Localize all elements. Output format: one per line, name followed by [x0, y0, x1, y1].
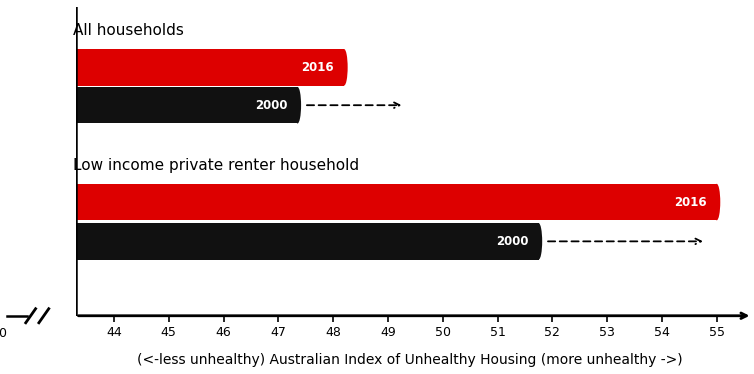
- Ellipse shape: [341, 49, 348, 86]
- Bar: [75, 49, 344, 86]
- Text: 2000: 2000: [255, 99, 288, 112]
- Ellipse shape: [713, 184, 720, 220]
- X-axis label: (<-less unhealthy) Australian Index of Unhealthy Housing (more unhealthy ->): (<-less unhealthy) Australian Index of U…: [137, 353, 682, 367]
- Bar: [75, 184, 717, 220]
- Text: Low income private renter household: Low income private renter household: [73, 157, 359, 172]
- Ellipse shape: [72, 49, 79, 86]
- Text: All households: All households: [73, 23, 184, 38]
- Ellipse shape: [294, 87, 301, 123]
- Ellipse shape: [535, 223, 542, 260]
- Text: 2016: 2016: [302, 61, 334, 74]
- Text: 2016: 2016: [674, 196, 706, 209]
- Text: 0: 0: [0, 327, 5, 340]
- Ellipse shape: [72, 184, 79, 220]
- Ellipse shape: [72, 223, 79, 260]
- Bar: [75, 223, 538, 260]
- Text: 2000: 2000: [496, 235, 529, 248]
- Bar: [75, 87, 298, 123]
- Ellipse shape: [72, 87, 79, 123]
